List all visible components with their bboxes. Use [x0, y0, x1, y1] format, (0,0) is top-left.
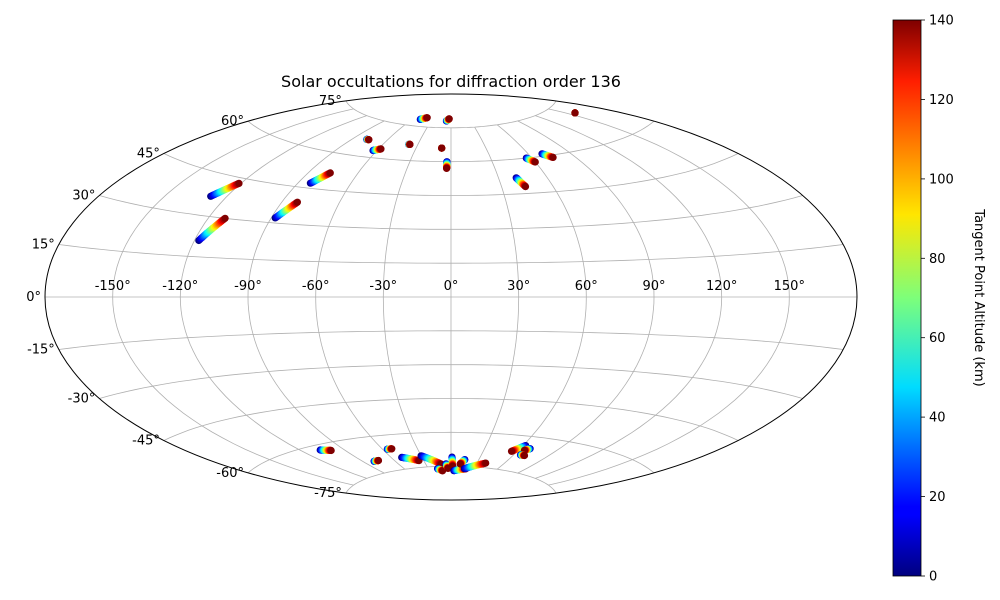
data-point — [549, 153, 557, 161]
data-point — [326, 169, 334, 177]
longitude-tick-label: 150° — [774, 279, 805, 294]
parallel-line — [58, 244, 844, 264]
data-point — [406, 140, 414, 148]
data-point — [388, 445, 396, 453]
data-point — [482, 459, 490, 467]
colorbar-tick-label: 100 — [929, 172, 954, 187]
longitude-tick-label: 90° — [642, 279, 665, 294]
data-point — [520, 451, 529, 460]
data-point — [374, 456, 383, 465]
longitude-tick-label: -120° — [162, 279, 198, 294]
parallel-line — [163, 153, 739, 196]
graticule — [45, 100, 857, 494]
longitude-tick-label: 0° — [444, 279, 459, 294]
chart-title: Solar occultations for diffraction order… — [281, 72, 621, 91]
colorbar-tick-label: 0 — [929, 570, 937, 585]
latitude-tick-label: -15° — [27, 343, 55, 358]
longitude-tick-label: -60° — [302, 279, 330, 294]
latitude-tick-label: 15° — [32, 238, 55, 253]
colorbar-tick-label: 140 — [929, 14, 954, 29]
data-point — [443, 164, 451, 172]
data-point — [365, 136, 373, 144]
longitude-tick-label: 30° — [507, 279, 530, 294]
latitude-tick-label: -45° — [132, 434, 160, 449]
latitude-tick-labels: 75° 60° 45° 30° 15° 0° -15° -30° -45° -60° -75° — [26, 94, 342, 501]
colorbar-gradient — [892, 19, 922, 577]
data-point — [521, 183, 530, 191]
parallel-line — [247, 120, 655, 163]
longitude-tick-labels: -150° -120° -90° -60° -30° 0° 30° 60° 90° 120° 150… — [95, 279, 805, 294]
parallel-line — [99, 195, 803, 230]
data-point — [327, 446, 335, 455]
data-point — [531, 158, 539, 166]
colorbar-label: Tangent Point Altitude (km) — [971, 208, 986, 386]
data-point — [438, 144, 446, 152]
map-boundary — [44, 93, 858, 501]
data-point — [571, 109, 579, 117]
longitude-tick-label: -90° — [234, 279, 262, 294]
colorbar-tick-label: 60 — [929, 331, 946, 346]
longitude-tick-label: 120° — [706, 279, 737, 294]
latitude-tick-label: 60° — [221, 114, 244, 129]
data-point — [293, 198, 301, 206]
occultation-points — [195, 109, 579, 475]
colorbar-tick-label: 80 — [929, 252, 946, 267]
longitude-tick-label: -30° — [369, 279, 397, 294]
data-point — [221, 214, 229, 222]
data-point — [235, 179, 243, 187]
parallel-line — [58, 330, 844, 350]
latitude-tick-label: -60° — [216, 466, 244, 481]
longitude-tick-label: -150° — [95, 279, 131, 294]
data-point — [456, 460, 464, 468]
latitude-tick-label: 45° — [137, 147, 160, 162]
parallel-line — [163, 398, 739, 441]
latitude-tick-label: 0° — [26, 290, 41, 305]
data-point — [423, 114, 431, 122]
parallel-line — [345, 100, 557, 129]
longitude-tick-label: 60° — [575, 279, 598, 294]
parallel-line — [247, 431, 655, 474]
data-point — [377, 145, 385, 153]
data-point — [507, 447, 516, 455]
data-point — [445, 115, 453, 123]
latitude-tick-label: -30° — [68, 392, 96, 407]
latitude-tick-label: 75° — [319, 94, 342, 109]
colorbar-tick-label: 40 — [929, 411, 946, 426]
latitude-tick-label: -75° — [314, 486, 342, 501]
latitude-tick-label: 30° — [72, 189, 95, 204]
colorbar-tick-label: 120 — [929, 93, 954, 108]
parallel-line — [99, 364, 803, 399]
colorbar-tick-label: 20 — [929, 490, 946, 505]
colorbar-ticks: 0 20 40 60 80 100 120 140 — [921, 14, 954, 585]
colorbar: 0 20 40 60 80 100 120 140 Tangent Point Altitud… — [892, 14, 986, 585]
